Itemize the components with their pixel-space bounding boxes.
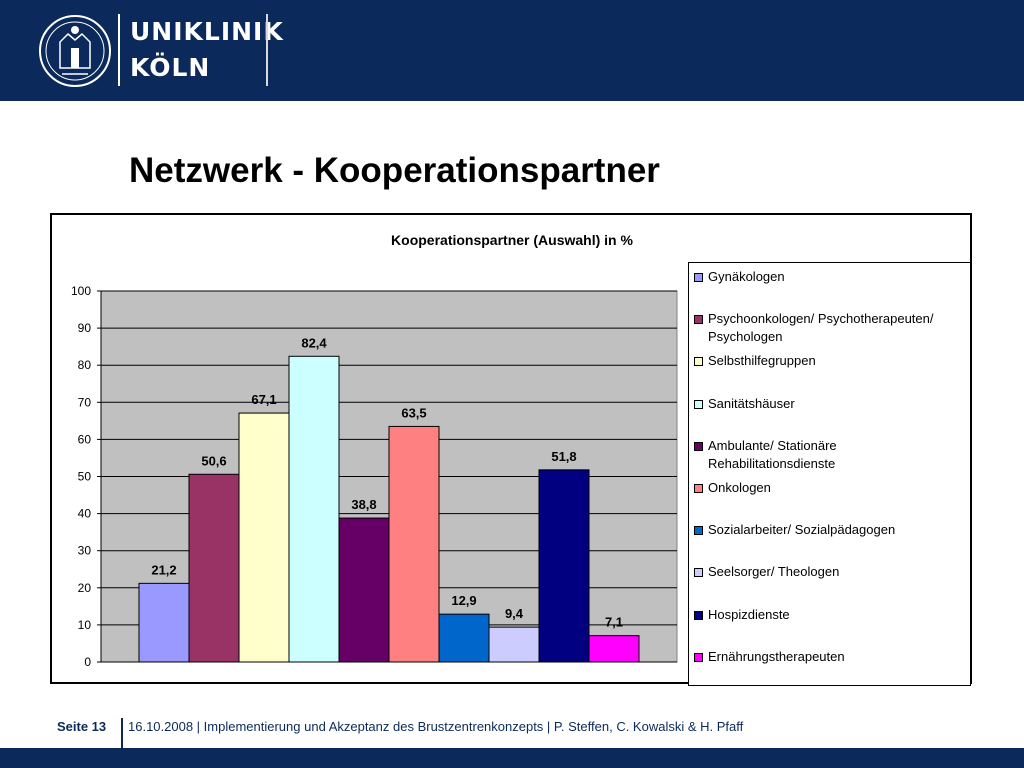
header-bar: UNIKLINIK KÖLN bbox=[0, 0, 1024, 101]
legend-item: Ambulante/ Stationäre Rehabilitationsdie… bbox=[694, 437, 964, 473]
legend-item: Selbsthilfegruppen bbox=[694, 352, 964, 370]
legend-label: Sanitätshäuser bbox=[708, 395, 795, 411]
y-tick-label: 40 bbox=[78, 507, 92, 521]
y-tick-label: 0 bbox=[84, 655, 91, 669]
legend-item: Gynäkologen bbox=[694, 268, 964, 286]
footer-divider bbox=[121, 718, 123, 766]
legend-label: Ambulante/ Stationäre Rehabilitationsdie… bbox=[708, 437, 837, 471]
brand-name-line1: UNIKLINIK bbox=[130, 17, 284, 46]
bar-8 bbox=[488, 626, 540, 663]
data-label: 9,4 bbox=[505, 606, 524, 621]
legend-item: Ernährungstherapeuten bbox=[694, 648, 964, 666]
legend-item: Onkologen bbox=[694, 479, 964, 497]
bar-chart: 0 10 20 30 40 50 60 70 80 90 100 21,2 50,6 67,1 82,4 38… bbox=[71, 284, 678, 669]
bar-5 bbox=[338, 517, 390, 663]
bar-6 bbox=[388, 425, 440, 663]
legend-label: Seelsorger/ Theologen bbox=[708, 564, 840, 580]
bar-10 bbox=[588, 635, 640, 663]
legend-label: Ernährungstherapeuten bbox=[708, 648, 845, 664]
legend-swatch bbox=[694, 399, 703, 409]
bar-4 bbox=[288, 355, 340, 663]
y-tick-label: 90 bbox=[78, 321, 92, 335]
bar-7 bbox=[438, 613, 490, 663]
slide-title: Netzwerk - Kooperationspartner bbox=[129, 151, 660, 190]
university-seal-icon bbox=[39, 15, 111, 87]
legend-label: Psychoonkologen/ Psychotherapeuten/ Psyc… bbox=[708, 311, 934, 345]
bar-1 bbox=[138, 582, 190, 663]
legend-label: Sozialarbeiter/ Sozialpädagogen bbox=[708, 522, 896, 538]
header-divider bbox=[118, 14, 120, 86]
y-tick-label: 60 bbox=[78, 432, 92, 446]
bar-3 bbox=[238, 412, 290, 663]
legend-label: Onkologen bbox=[708, 480, 771, 495]
chart-title: Kooperationspartner (Auswahl) in % bbox=[391, 232, 633, 248]
data-label: 12,9 bbox=[451, 593, 476, 608]
bar-2 bbox=[188, 473, 240, 663]
data-label: 63,5 bbox=[401, 405, 426, 420]
legend-item: Sozialarbeiter/ Sozialpädagogen bbox=[694, 521, 964, 539]
y-tick-label: 100 bbox=[71, 284, 91, 298]
y-tick-label: 10 bbox=[78, 618, 92, 632]
footer-text: 16.10.2008 | Implementierung und Akzepta… bbox=[128, 719, 744, 734]
footer-bar bbox=[0, 748, 1024, 768]
data-label: 51,8 bbox=[551, 449, 576, 464]
chart-frame: Kooperationspartner (Auswahl) in % 0 10 20… bbox=[50, 213, 972, 686]
data-label: 67,1 bbox=[251, 392, 276, 407]
y-tick-label: 80 bbox=[78, 358, 92, 372]
header-divider-right bbox=[266, 14, 268, 86]
brand-name-line2: KÖLN bbox=[130, 53, 211, 82]
bar-9 bbox=[538, 469, 590, 663]
data-label: 21,2 bbox=[151, 562, 176, 577]
data-label: 7,1 bbox=[605, 615, 623, 630]
data-label: 50,6 bbox=[201, 453, 226, 468]
legend-label: Hospizdienste bbox=[708, 606, 790, 622]
y-tick-label: 70 bbox=[78, 395, 92, 409]
legend-swatch bbox=[694, 484, 703, 493]
legend-swatch bbox=[694, 652, 703, 662]
legend-swatch bbox=[694, 526, 703, 536]
legend-item: Hospizdienste bbox=[694, 606, 964, 624]
data-label: 38,8 bbox=[351, 497, 376, 512]
legend-label: Selbsthilfegruppen bbox=[708, 353, 816, 369]
data-label: 82,4 bbox=[301, 335, 327, 350]
legend-swatch bbox=[694, 610, 703, 620]
legend-swatch bbox=[694, 315, 703, 325]
footer-page-number: Seite 13 bbox=[57, 719, 107, 734]
legend-item: Seelsorger/ Theologen bbox=[694, 563, 964, 581]
y-tick-label: 50 bbox=[78, 470, 92, 484]
y-tick-label: 30 bbox=[78, 544, 92, 558]
legend-swatch bbox=[694, 273, 703, 282]
legend-swatch bbox=[694, 441, 703, 451]
legend-swatch bbox=[694, 357, 703, 367]
legend-item: Sanitätshäuser bbox=[694, 395, 964, 413]
y-tick-label: 20 bbox=[78, 581, 92, 595]
legend-item: Psychoonkologen/ Psychotherapeuten/ Psyc… bbox=[694, 310, 964, 346]
legend-swatch bbox=[694, 568, 703, 578]
chart-legend: Gynäkologen Psychoonkologen/ Psychotherap… bbox=[688, 262, 971, 686]
legend-label: Gynäkologen bbox=[708, 269, 785, 284]
